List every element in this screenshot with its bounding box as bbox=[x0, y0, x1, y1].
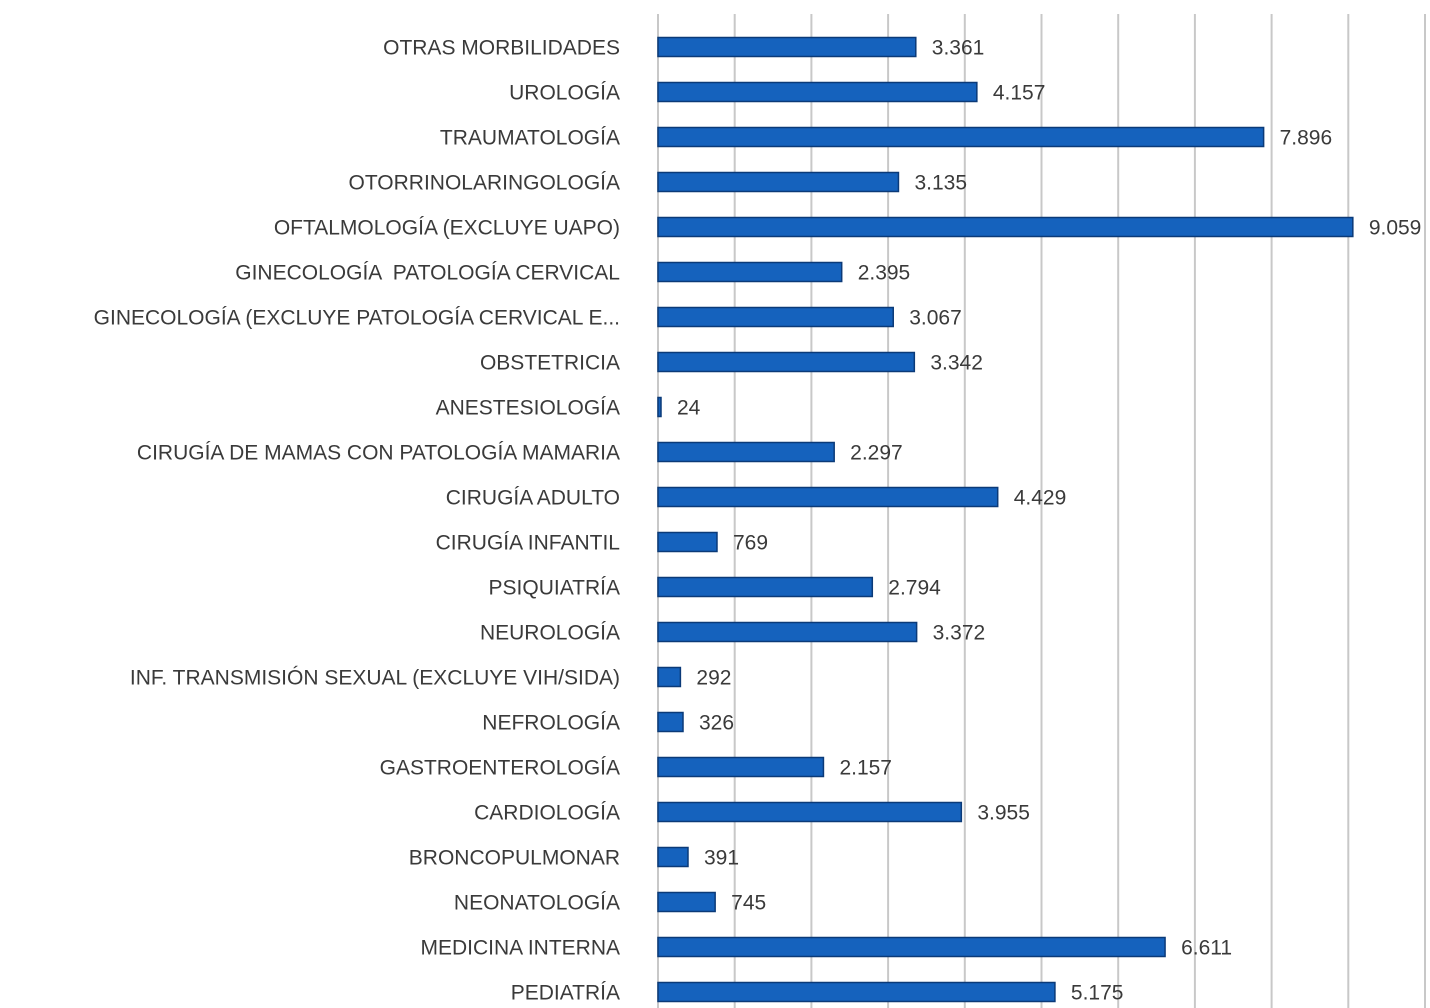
bar bbox=[657, 81, 978, 103]
category-label: NEUROLOGÍA bbox=[480, 622, 620, 645]
bar bbox=[657, 666, 682, 688]
category-label: CIRUGÍA ADULTO bbox=[446, 487, 620, 510]
value-label: 3.135 bbox=[914, 172, 967, 195]
category-label: OTORRINOLARINGOLOGÍA bbox=[349, 172, 621, 195]
category-label: PEDIATRÍA bbox=[511, 982, 620, 1005]
bar bbox=[657, 261, 843, 283]
bar bbox=[657, 396, 662, 418]
bar bbox=[657, 351, 916, 373]
category-label: NEFROLOGÍA bbox=[482, 712, 620, 735]
bar bbox=[657, 36, 917, 58]
bar bbox=[657, 171, 900, 193]
value-label: 769 bbox=[733, 532, 768, 555]
category-label: UROLOGÍA bbox=[509, 82, 620, 105]
category-label: TRAUMATOLOGÍA bbox=[440, 127, 620, 150]
category-label: PSIQUIATRÍA bbox=[489, 577, 620, 600]
bar bbox=[657, 531, 718, 553]
category-label: CARDIOLOGÍA bbox=[474, 802, 620, 825]
value-label: 292 bbox=[696, 667, 731, 690]
category-label: GINECOLOGÍA PATOLOGÍA CERVICAL bbox=[235, 262, 620, 285]
category-label: GASTROENTEROLOGÍA bbox=[380, 757, 620, 780]
value-label: 2.157 bbox=[839, 757, 892, 780]
value-label: 6.611 bbox=[1181, 937, 1232, 960]
category-label: OFTALMOLOGÍA (EXCLUYE UAPO) bbox=[274, 217, 620, 240]
category-label: ANESTESIOLOGÍA bbox=[436, 397, 620, 420]
bar bbox=[657, 846, 689, 868]
value-label: 3.955 bbox=[977, 802, 1030, 825]
bar bbox=[657, 621, 918, 643]
bar bbox=[657, 126, 1265, 148]
bar bbox=[657, 891, 716, 913]
value-label: 4.157 bbox=[993, 82, 1046, 105]
value-label: 2.297 bbox=[850, 442, 903, 465]
value-label: 391 bbox=[704, 847, 739, 870]
value-label: 326 bbox=[699, 712, 734, 735]
category-label: CIRUGÍA INFANTIL bbox=[436, 532, 620, 555]
value-label: 9.059 bbox=[1369, 217, 1422, 240]
category-label: CIRUGÍA DE MAMAS CON PATOLOGÍA MAMARIA bbox=[137, 442, 620, 465]
category-label: BRONCOPULMONAR bbox=[409, 847, 620, 870]
bar bbox=[657, 981, 1056, 1003]
bar bbox=[657, 756, 825, 778]
category-label: GINECOLOGÍA (EXCLUYE PATOLOGÍA CERVICAL … bbox=[94, 307, 620, 330]
bar bbox=[657, 441, 835, 463]
bar bbox=[657, 216, 1354, 238]
value-label: 24 bbox=[677, 397, 701, 420]
bar bbox=[657, 306, 894, 328]
value-label: 3.372 bbox=[933, 622, 986, 645]
value-label: 3.361 bbox=[932, 37, 985, 60]
value-label: 7.896 bbox=[1280, 127, 1333, 150]
bar bbox=[657, 801, 963, 823]
value-label: 2.395 bbox=[858, 262, 911, 285]
category-label: INF. TRANSMISIÓN SEXUAL (EXCLUYE VIH/SID… bbox=[130, 667, 620, 690]
value-label: 3.067 bbox=[909, 307, 962, 330]
value-label: 745 bbox=[731, 892, 766, 915]
value-label: 2.794 bbox=[888, 577, 941, 600]
category-label: MEDICINA INTERNA bbox=[420, 937, 620, 960]
bar bbox=[657, 576, 874, 598]
category-label: OTRAS MORBILIDADES bbox=[383, 37, 620, 60]
category-label: OBSTETRICIA bbox=[480, 352, 620, 375]
category-label: NEONATOLOGÍA bbox=[454, 892, 620, 915]
bar bbox=[657, 486, 999, 508]
value-label: 4.429 bbox=[1014, 487, 1067, 510]
bar bbox=[657, 936, 1166, 958]
value-label: 3.342 bbox=[930, 352, 983, 375]
value-label: 5.175 bbox=[1071, 982, 1124, 1005]
bar bbox=[657, 711, 684, 733]
